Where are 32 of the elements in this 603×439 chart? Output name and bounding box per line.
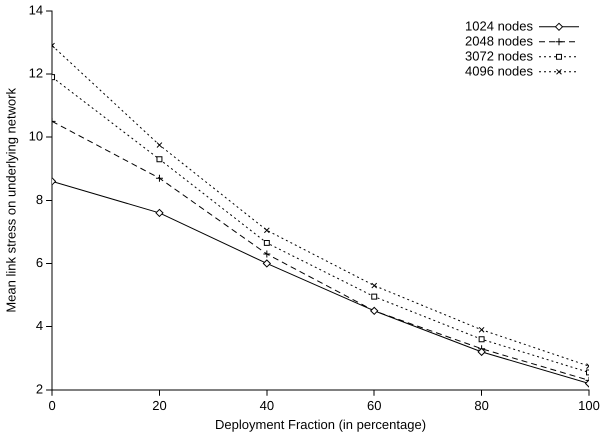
x-tick-label: 0 xyxy=(48,398,56,414)
x-tick-label: 100 xyxy=(578,398,600,414)
point xyxy=(264,240,270,246)
y-tick-label: 4 xyxy=(36,318,44,334)
y-tick-label: 14 xyxy=(28,2,44,18)
point xyxy=(478,326,485,333)
point xyxy=(155,174,164,182)
x-tick-label: 40 xyxy=(260,398,274,414)
point xyxy=(478,336,485,342)
y-tick-label: 10 xyxy=(28,128,44,144)
legend-label: 3072 nodes xyxy=(465,48,534,64)
point xyxy=(371,294,378,300)
legend-label: 2048 nodes xyxy=(465,33,534,48)
x-tick-label: 80 xyxy=(474,398,489,414)
x-tick-label: 60 xyxy=(366,398,382,414)
point xyxy=(156,156,162,162)
y-axis-title: Mean link stress on underlying network xyxy=(3,87,18,313)
point xyxy=(155,208,164,217)
y-tick-label: 2 xyxy=(36,381,44,396)
y-tick-label: 12 xyxy=(28,66,44,81)
legend-label: 4096 nodes xyxy=(465,63,534,78)
point xyxy=(371,282,378,289)
point xyxy=(478,348,486,356)
point xyxy=(262,250,271,258)
legend-label: 1024 nodes xyxy=(465,18,534,34)
x-tick-label: 20 xyxy=(152,398,167,414)
point xyxy=(262,259,271,268)
point xyxy=(156,142,162,148)
y-tick-label: 8 xyxy=(36,192,44,207)
y-tick-label: 6 xyxy=(36,255,44,270)
x-axis-title: Deployment Fraction (in percentage) xyxy=(215,416,426,432)
point xyxy=(264,227,270,234)
